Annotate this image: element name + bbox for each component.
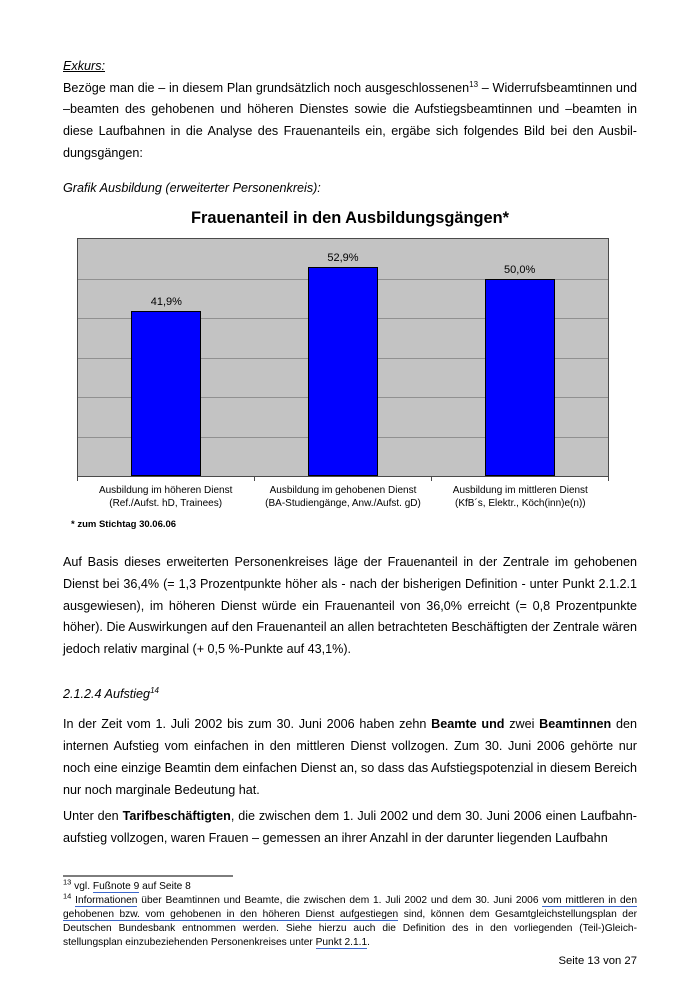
category-label-gehobener-dienst: Ausbildung im gehobenen Dienst (BA-Studie… <box>254 484 431 510</box>
category-label-line: Ausbildung im mittleren Dienst <box>452 485 588 497</box>
footnote-text: sind, können dem Gesamtgleichstellungspl… <box>63 909 637 949</box>
bar-group-gehobener-dienst: 52,9% <box>255 239 432 477</box>
paragraph-text: Bezöge man die – in diesem Plan grundsät… <box>63 80 470 95</box>
exkurs-heading: Exkurs: <box>63 59 105 73</box>
exkurs-section: Exkurs: Bezöge man die – in diesem Plan … <box>63 56 637 165</box>
bold-beamtinnen: Beamtinnen <box>539 717 612 732</box>
bar-group-mittlerer-dienst: 50,0% <box>431 239 608 477</box>
link-vom-mittleren-aufgestiegen[interactable]: vom mittleren in den gehobenen bzw. vom … <box>63 894 637 922</box>
footnote-ref-14: 14 <box>150 685 159 695</box>
footnote-14: 14 Informationen über Beamtinnen und Bea… <box>63 891 637 951</box>
section-heading-2124: 2.1.2.4 Aufstieg14 <box>63 684 637 706</box>
category-label-line: (BA-Studiengänge, Anw./Aufst. gD) <box>265 498 421 510</box>
chart-plot: 41,9% 52,9% 50,0% <box>77 238 609 478</box>
footnote-marker-14: 14 <box>63 891 72 901</box>
footnote-marker-13: 13 <box>63 877 72 887</box>
category-labels: Ausbildung im höheren Dienst (Ref./Aufst.… <box>77 484 609 510</box>
category-label-line: (KfB´s, Elektr., Köch(inn)e(n)) <box>455 498 586 510</box>
x-axis-ticks <box>77 477 609 482</box>
exkurs-heading-line: Exkurs: <box>63 56 637 78</box>
link-informationen[interactable]: Informationen <box>75 894 138 907</box>
bar-group-hoeherer-dienst: 41,9% <box>78 239 255 477</box>
axis-tick <box>77 477 78 482</box>
chart-caption: Grafik Ausbildung (erweiterter Personenk… <box>63 180 321 195</box>
footnote-separator <box>63 874 233 877</box>
bar-value-label: 41,9% <box>150 295 182 308</box>
footnote-text: vgl. <box>71 880 93 892</box>
paragraph-exkurs: Bezöge man die – in diesem Plan grundsät… <box>63 78 637 165</box>
link-punkt-2-1-1[interactable]: Punkt 2.1.1 <box>315 937 368 950</box>
footnote-text: über Beamtinnen und Beamte, die zwischen… <box>137 894 543 906</box>
paragraph-auf-basis: Auf Basis dieses erweiterten Personenkre… <box>63 555 637 657</box>
footnote-text: . <box>367 937 370 949</box>
axis-tick <box>254 477 255 482</box>
bar-chart: 41,9% 52,9% 50,0% Ausbildung im höheren … <box>71 238 609 530</box>
category-label-mittlerer-dienst: Ausbildung im mittleren Dienst (KfB´s, El… <box>432 484 609 510</box>
chart-footnote: * zum Stichtag 30.06.06 <box>71 519 177 531</box>
footnotes: 13 vgl. Fußnote 9 auf Seite 8 14 Informa… <box>63 877 637 951</box>
section-heading-text: 2.1.2.4 Aufstieg <box>63 686 151 701</box>
category-label-line: Ausbildung im höheren Dienst <box>98 485 233 497</box>
footnote-ref-13: 13 <box>469 79 479 89</box>
paragraph-tarifbeschaeftigte: Unter den Tarifbeschäftigten, die zwisch… <box>63 806 637 849</box>
paragraph-text: – Widerrufsbeamtinnen und –beamten des g… <box>63 80 638 160</box>
footnote-text: auf Seite 8 <box>139 880 191 892</box>
bar-value-label: 52,9% <box>327 252 359 265</box>
paragraph-text: In der Zeit vom 1. Juli 2002 bis zum 30.… <box>63 717 432 732</box>
bar-value-label: 50,0% <box>504 263 536 276</box>
category-label-hoeherer-dienst: Ausbildung im höheren Dienst (Ref./Aufst.… <box>77 484 254 510</box>
paragraph-text: Unter den <box>63 809 123 824</box>
paragraph-aufstieg: In der Zeit vom 1. Juli 2002 bis zum 30.… <box>63 714 637 801</box>
bar-gehobener-dienst <box>307 267 378 477</box>
axis-tick <box>431 477 432 482</box>
bar-mittlerer-dienst <box>484 278 555 477</box>
category-label-line: Ausbildung im gehobenen Dienst <box>269 485 417 497</box>
link-fussnote-9[interactable]: Fußnote 9 <box>92 880 140 893</box>
paragraph-text: , die zwischen dem 1. Juli 2002 und dem … <box>63 809 637 845</box>
bold-beamte-und: Beamte und <box>431 717 505 732</box>
paragraph-text: den internen Aufstieg vom einfachen in d… <box>63 717 637 797</box>
footnote-13: 13 vgl. Fußnote 9 auf Seite 8 <box>63 877 637 894</box>
paragraph-text: zwei <box>504 717 540 732</box>
bar-hoeherer-dienst <box>131 310 202 477</box>
page-number: Seite 13 von 27 <box>558 954 637 967</box>
category-label-line: (Ref./Aufst. hD, Trainees) <box>109 498 223 510</box>
chart-title: Frauenanteil in den Ausbildungsgängen* <box>190 209 510 228</box>
axis-tick <box>608 477 609 482</box>
bold-tarifbeschaeftigten: Tarifbeschäftigten <box>122 809 231 824</box>
